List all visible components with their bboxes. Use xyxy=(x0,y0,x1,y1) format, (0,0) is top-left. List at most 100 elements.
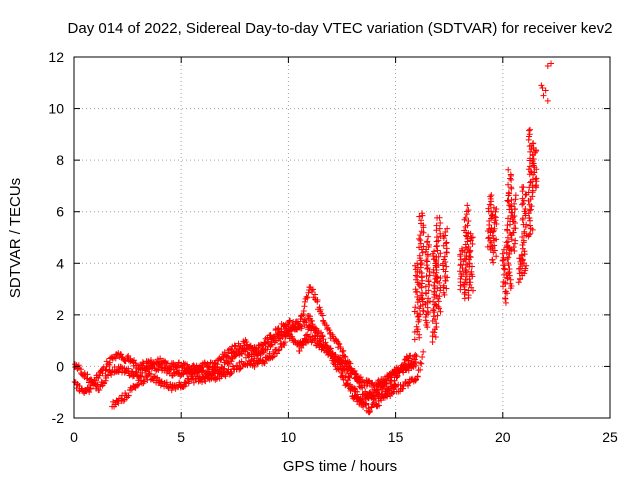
y-tick-label: 6 xyxy=(56,204,64,220)
data-point-marker xyxy=(469,234,476,241)
data-point-marker xyxy=(371,392,378,399)
data-point-marker xyxy=(394,372,401,379)
data-point-marker xyxy=(507,175,514,182)
data-point-marker xyxy=(433,222,440,229)
data-point-marker xyxy=(485,235,492,242)
data-point-marker xyxy=(351,392,358,399)
data-point-marker xyxy=(417,232,424,239)
data-point-marker xyxy=(509,209,516,216)
data-point-marker xyxy=(433,292,440,299)
data-point-marker xyxy=(262,339,269,346)
tick-layer: 0 5 10 15 20 25 -2 0 2 4 6 8 10 12 xyxy=(48,49,618,445)
data-point-marker xyxy=(436,214,443,221)
data-point-marker xyxy=(527,230,534,237)
data-point-marker xyxy=(336,341,343,348)
data-point-marker xyxy=(437,274,444,281)
data-point-marker xyxy=(510,214,517,221)
y-tick-label: 4 xyxy=(56,255,64,271)
data-point-marker xyxy=(418,210,425,217)
data-point-marker xyxy=(328,350,335,357)
data-point-marker xyxy=(519,252,526,259)
data-point-marker xyxy=(531,169,538,176)
data-point-marker xyxy=(424,264,431,271)
data-point-marker xyxy=(544,63,551,70)
data-point-marker xyxy=(493,253,500,260)
data-point-marker xyxy=(383,380,390,387)
data-point-marker xyxy=(143,374,150,381)
data-point-marker xyxy=(418,292,425,299)
data-point-marker xyxy=(388,372,395,379)
data-point-marker xyxy=(96,387,103,394)
data-point-marker xyxy=(465,207,472,214)
data-point-marker xyxy=(199,379,206,386)
data-point-marker xyxy=(443,245,450,252)
data-point-marker xyxy=(271,333,278,340)
data-point-marker xyxy=(422,289,429,296)
data-point-marker xyxy=(485,205,492,212)
data-point-marker xyxy=(308,317,315,324)
data-point-marker xyxy=(461,283,468,290)
data-point-marker xyxy=(417,366,424,373)
data-point-marker xyxy=(230,365,237,372)
data-point-marker xyxy=(430,313,437,320)
data-point-marker xyxy=(214,361,221,368)
data-point-marker xyxy=(435,298,442,305)
data-point-marker xyxy=(521,260,528,267)
data-point-marker xyxy=(519,201,526,208)
data-point-marker xyxy=(420,348,427,355)
data-point-marker xyxy=(430,282,437,289)
data-point-marker xyxy=(540,92,547,99)
data-point-marker xyxy=(135,381,142,388)
data-point-marker xyxy=(519,195,526,202)
data-point-marker xyxy=(511,206,518,213)
data-point-marker xyxy=(466,260,473,267)
data-point-marker xyxy=(510,244,517,251)
data-point-marker xyxy=(457,275,464,282)
data-point-marker xyxy=(485,234,492,241)
data-point-marker xyxy=(346,374,353,381)
data-point-marker xyxy=(492,208,499,215)
data-point-marker xyxy=(502,299,509,306)
data-point-marker xyxy=(505,166,512,173)
data-point-marker xyxy=(430,298,437,305)
data-point-marker xyxy=(312,291,319,298)
data-point-marker xyxy=(303,319,310,326)
data-point-marker xyxy=(505,260,512,267)
data-point-marker xyxy=(412,286,419,293)
data-point-marker xyxy=(437,220,444,227)
data-point-marker xyxy=(282,339,289,346)
data-point-marker xyxy=(268,354,275,361)
data-point-marker xyxy=(416,268,423,275)
data-point-marker xyxy=(503,249,510,256)
data-point-marker xyxy=(490,235,497,242)
data-point-marker xyxy=(441,273,448,280)
data-point-marker xyxy=(434,274,441,281)
data-point-marker xyxy=(527,225,534,232)
data-point-marker xyxy=(300,308,307,315)
data-point-marker xyxy=(463,268,470,275)
data-point-marker xyxy=(354,378,361,385)
data-point-marker xyxy=(340,347,347,354)
data-point-marker xyxy=(197,365,204,372)
data-point-marker xyxy=(235,346,242,353)
data-point-marker xyxy=(467,237,474,244)
data-point-marker xyxy=(507,202,514,209)
data-point-marker xyxy=(339,348,346,355)
data-point-marker xyxy=(189,373,196,380)
data-point-marker xyxy=(430,306,437,313)
data-point-marker xyxy=(185,369,192,376)
data-point-marker xyxy=(527,179,534,186)
data-point-marker xyxy=(500,246,507,253)
data-point-marker xyxy=(519,188,526,195)
data-point-marker xyxy=(463,252,470,259)
data-point-marker xyxy=(209,364,216,371)
data-point-marker xyxy=(310,286,317,293)
data-point-marker xyxy=(133,369,140,376)
data-point-marker xyxy=(150,361,157,368)
x-tick-label: 5 xyxy=(177,429,185,445)
data-point-marker xyxy=(353,375,360,382)
data-point-marker xyxy=(425,295,432,302)
data-point-marker xyxy=(465,229,472,236)
data-point-marker xyxy=(511,200,518,207)
data-point-marker xyxy=(108,371,115,378)
